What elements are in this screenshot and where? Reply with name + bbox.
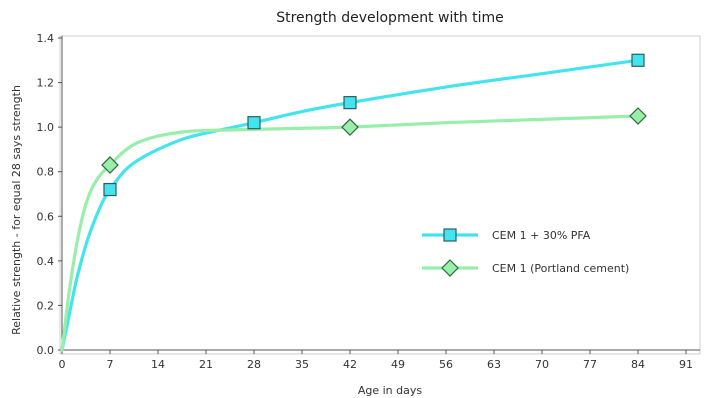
y-tick-label: 0.2 <box>37 299 55 312</box>
legend-label-1: CEM 1 + 30% PFA <box>492 229 591 242</box>
x-tick-label: 14 <box>151 358 165 371</box>
legend: CEM 1 + 30% PFA CEM 1 (Portland cement) <box>422 228 629 277</box>
y-axis-label: Relative strength - for equal 28 says st… <box>10 85 23 335</box>
y-tick-label: 1.2 <box>37 77 55 90</box>
x-tick-label: 77 <box>583 358 597 371</box>
x-tick-label: 56 <box>439 358 453 371</box>
data-point-series-2 <box>341 118 359 136</box>
y-tick-label: 1.4 <box>37 32 55 45</box>
x-tick-label: 7 <box>107 358 114 371</box>
legend-marker-1 <box>443 228 457 242</box>
x-tick-label: 0 <box>59 358 66 371</box>
plot-frame <box>59 35 701 355</box>
y-tick-label: 0.0 <box>37 344 55 357</box>
data-point-series-2 <box>629 107 647 125</box>
x-axis-label: Age in days <box>358 384 423 397</box>
chart-title: Strength development with time <box>276 10 504 26</box>
x-tick-label: 84 <box>631 358 645 371</box>
series-line-1 <box>60 58 640 352</box>
y-tick-label: 0.8 <box>37 166 55 179</box>
x-tick-label: 35 <box>295 358 309 371</box>
x-tick-label: 42 <box>343 358 357 371</box>
legend-marker-2 <box>441 259 459 277</box>
series-line-2 <box>60 114 640 352</box>
x-tick-label: 21 <box>199 358 213 371</box>
x-tick-label: 28 <box>247 358 261 371</box>
data-point-series-1 <box>631 53 645 67</box>
y-tick-label: 1.0 <box>37 121 55 134</box>
x-tick-label: 70 <box>535 358 549 371</box>
x-tick-label: 63 <box>487 358 501 371</box>
data-point-series-1 <box>247 116 261 130</box>
y-tick-label: 0.6 <box>37 210 55 223</box>
x-tick-label: 49 <box>391 358 405 371</box>
data-point-series-1 <box>343 96 357 110</box>
x-tick-label: 91 <box>679 358 693 371</box>
data-point-series-2 <box>101 156 119 174</box>
y-tick-label: 0.4 <box>37 255 55 268</box>
legend-label-2: CEM 1 (Portland cement) <box>492 262 629 275</box>
data-point-series-1 <box>103 182 117 197</box>
